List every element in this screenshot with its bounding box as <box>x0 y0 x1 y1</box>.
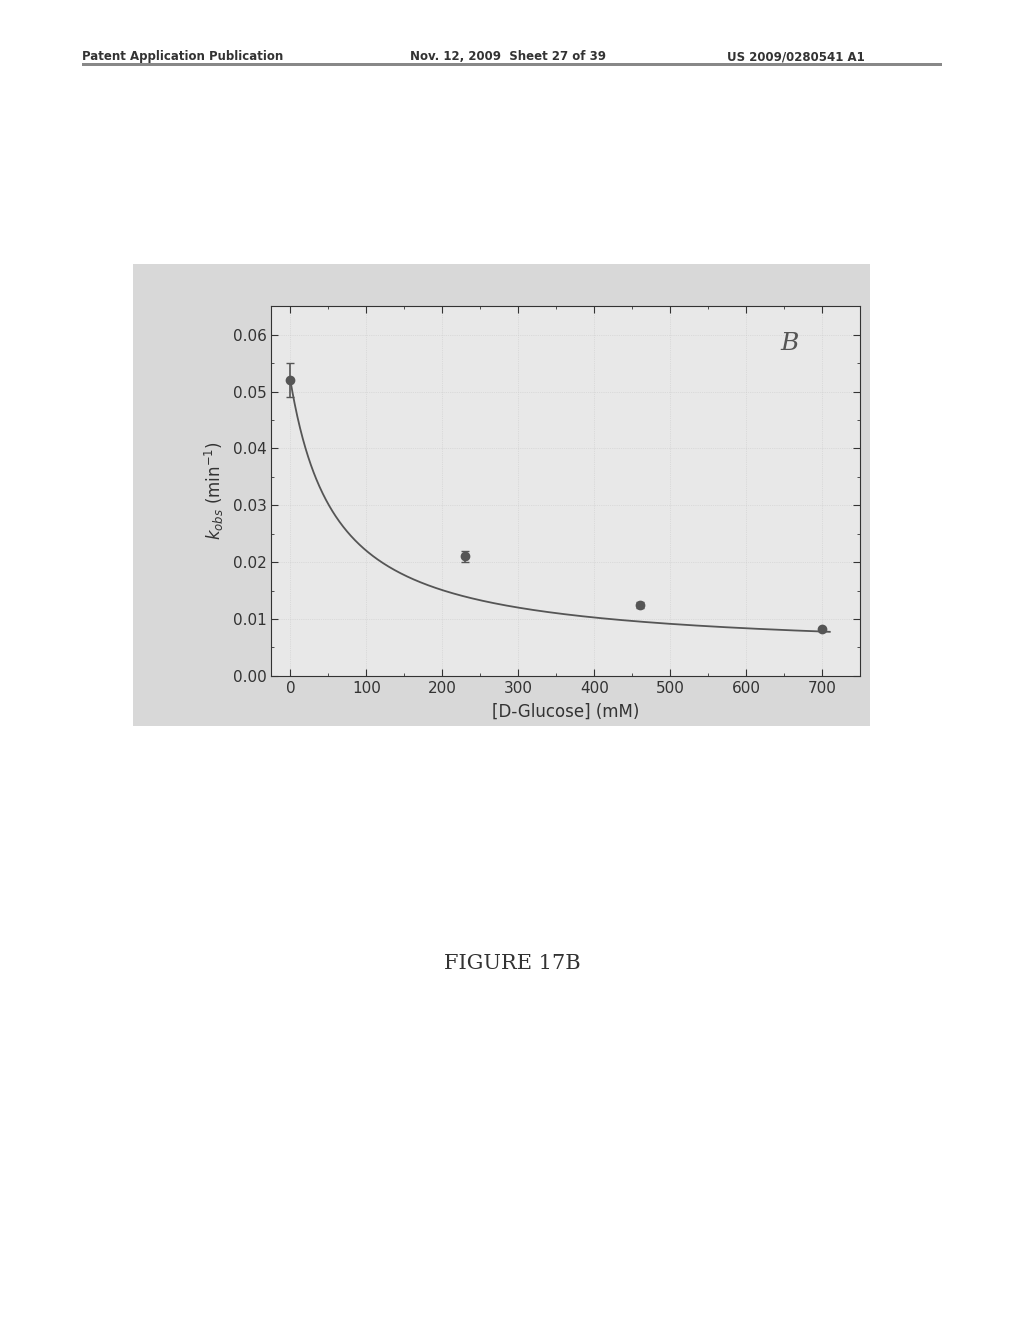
Text: Patent Application Publication: Patent Application Publication <box>82 50 284 63</box>
Text: FIGURE 17B: FIGURE 17B <box>443 954 581 973</box>
Text: B: B <box>780 333 799 355</box>
X-axis label: [D-Glucose] (mM): [D-Glucose] (mM) <box>493 702 639 721</box>
Text: Nov. 12, 2009  Sheet 27 of 39: Nov. 12, 2009 Sheet 27 of 39 <box>410 50 605 63</box>
Text: US 2009/0280541 A1: US 2009/0280541 A1 <box>727 50 865 63</box>
Y-axis label: $\mathit{k}_\mathit{obs}\ \mathrm{(min^{-1})}$: $\mathit{k}_\mathit{obs}\ \mathrm{(min^{… <box>203 442 225 540</box>
